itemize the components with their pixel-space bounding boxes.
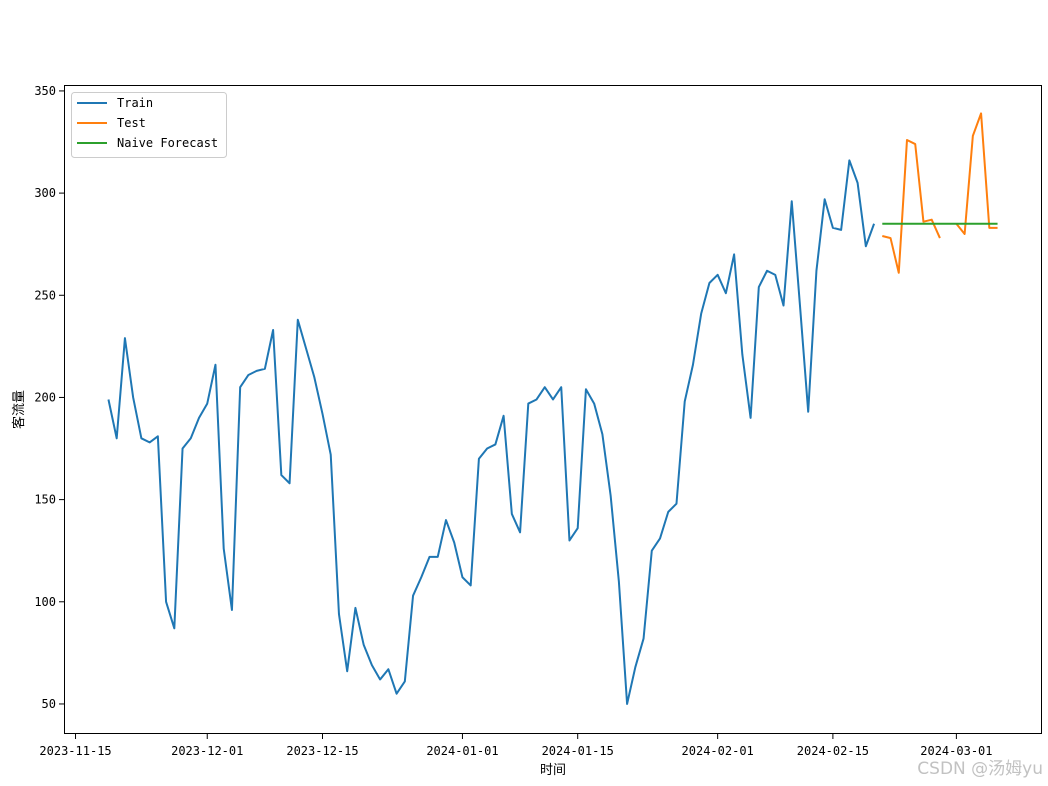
x-tick-label: 2024-02-15: [797, 744, 869, 758]
y-tick-label: 200: [34, 390, 56, 404]
x-axis-label: 时间: [540, 763, 566, 778]
x-tick-label: 2023-11-15: [39, 744, 111, 758]
legend-label-test: Test: [117, 116, 146, 130]
legend: Train Test Naive Forecast: [71, 92, 227, 158]
y-tick-label: 300: [34, 186, 56, 200]
x-tick-label: 2024-01-01: [426, 744, 498, 758]
legend-item-train: Train: [77, 96, 153, 110]
legend-label-naive-forecast: Naive Forecast: [117, 136, 218, 150]
y-axis-label: 客流量: [11, 390, 27, 429]
series-layer: [107, 112, 998, 705]
y-tick-label: 150: [34, 493, 56, 507]
watermark: CSDN @汤姆yu: [917, 759, 1043, 779]
y-tick-label: 100: [34, 595, 56, 609]
y-axis: 50 100 150 200 250 300 350: [34, 84, 64, 711]
legend-item-naive-forecast: Naive Forecast: [77, 136, 218, 150]
x-tick-label: 2024-03-01: [920, 744, 992, 758]
y-tick-label: 50: [42, 697, 56, 711]
legend-frame: [71, 92, 227, 158]
x-tick-label: 2024-02-01: [682, 744, 754, 758]
x-tick-label: 2023-12-15: [286, 744, 358, 758]
legend-item-test: Test: [77, 116, 146, 130]
x-axis: 2023-11-15 2023-12-01 2023-12-15 2024-01-01…: [39, 734, 993, 758]
series-line-train: [107, 159, 875, 705]
legend-label-train: Train: [117, 96, 153, 110]
plot-frame: [64, 85, 1042, 734]
x-tick-label: 2024-01-15: [542, 744, 614, 758]
y-tick-label: 250: [34, 288, 56, 302]
y-tick-label: 350: [34, 84, 56, 98]
series-line-test: [882, 112, 998, 274]
x-tick-label: 2023-12-01: [171, 744, 243, 758]
